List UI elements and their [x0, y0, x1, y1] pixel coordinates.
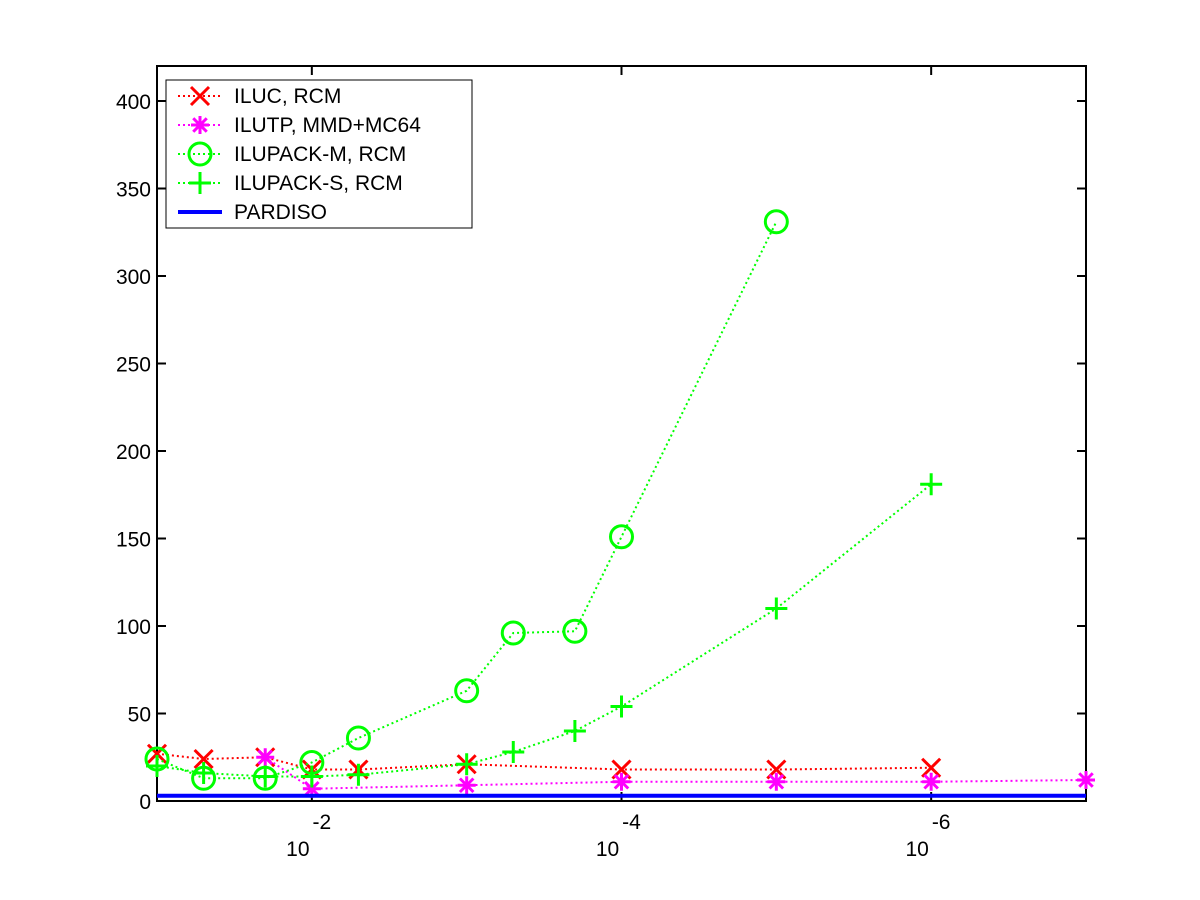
- x-tick-label-base: 10: [286, 838, 309, 861]
- series-line-3: [156, 221, 778, 780]
- data-point-series-3: [454, 678, 480, 704]
- y-axis: 0 50 100 150 200 250 300 350 400: [116, 91, 1086, 814]
- x-tick-label-exponent: -4: [622, 811, 641, 834]
- data-point-series-2: [256, 748, 275, 767]
- legend-marker-3: [187, 141, 213, 167]
- legend-box: [165, 79, 473, 229]
- data-point-series-4: [765, 597, 788, 620]
- data-point-series-2: [1077, 771, 1095, 789]
- x-tick-label-exponent: -6: [932, 811, 951, 834]
- legend-marker-4: [189, 172, 211, 194]
- data-point-series-3: [345, 725, 371, 751]
- legend-label-2: ILUTP, MMD+MC64: [234, 114, 421, 137]
- y-tick-label: 100: [116, 616, 151, 639]
- data-point-series-2: [922, 772, 941, 791]
- legend-marker-1: [189, 85, 211, 107]
- legend-label-5: PARDISO: [234, 201, 327, 224]
- data-point-series-4: [254, 765, 277, 788]
- y-tick-label: 250: [116, 354, 151, 377]
- x-tick-label-base: 10: [905, 838, 928, 861]
- x-tick-label-base: 10: [596, 838, 619, 861]
- y-tick-label: 0: [139, 791, 151, 814]
- data-point-series-4: [920, 473, 943, 496]
- legend-marker-2: [191, 116, 209, 134]
- y-tick-label: 200: [116, 441, 151, 464]
- data-point-series-4: [563, 720, 586, 742]
- legend-label-1: ILUC, RCM: [234, 85, 341, 108]
- data-point-series-1: [146, 743, 168, 764]
- legend-label-4: ILUPACK-S, RCM: [234, 172, 403, 195]
- y-tick-label: 150: [116, 529, 151, 552]
- data-point-series-4: [300, 765, 323, 788]
- y-tick-label: 350: [116, 179, 151, 202]
- data-point-series-4: [455, 753, 478, 776]
- data-point-series-2: [767, 772, 786, 791]
- y-tick-label: 300: [116, 266, 151, 289]
- x-tick-label-exponent: -2: [312, 811, 331, 834]
- y-tick-label: 50: [128, 704, 151, 727]
- data-point-series-4: [610, 695, 633, 718]
- data-point-series-4: [192, 762, 215, 784]
- data-point-series-3: [500, 620, 526, 646]
- data-point-series-4: [347, 763, 370, 786]
- data-point-series-2: [612, 772, 631, 791]
- data-point-series-1: [193, 748, 214, 770]
- series-layer: [144, 209, 1095, 798]
- legend-label-3: ILUPACK-M, RCM: [234, 143, 406, 166]
- data-point-series-3: [763, 209, 789, 235]
- data-point-series-2: [457, 776, 476, 795]
- data-point-series-1: [921, 757, 942, 778]
- legend: ILUC, RCM ILUTP, MMD+MC64 ILUPACK-M, RCM IL…: [165, 79, 473, 229]
- y-tick-label: 400: [116, 91, 151, 114]
- data-point-series-4: [502, 741, 525, 763]
- data-point-series-3: [562, 618, 588, 644]
- data-point-series-4: [146, 755, 168, 777]
- data-point-series-3: [609, 524, 634, 550]
